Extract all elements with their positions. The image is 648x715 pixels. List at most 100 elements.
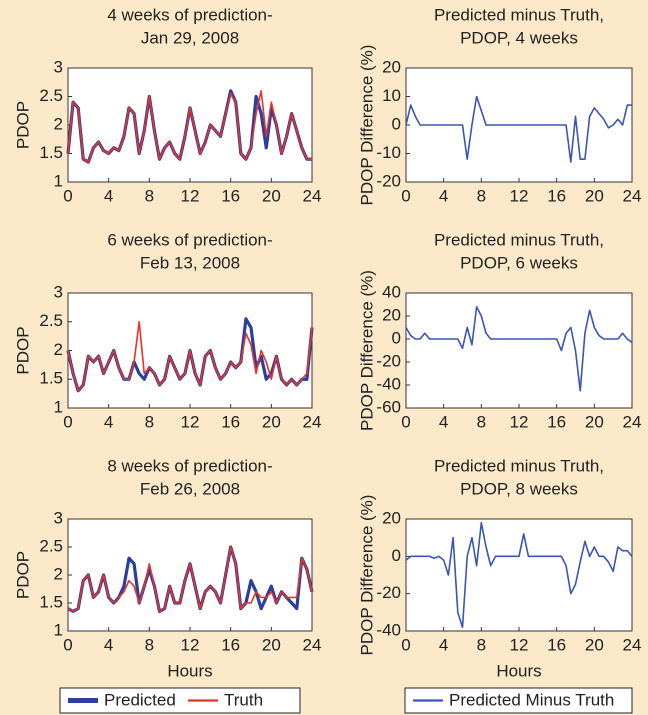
- x-tick-label: 12: [181, 186, 200, 205]
- y-axis-label: PDOP: [13, 326, 32, 374]
- x-tick-label: 20: [585, 186, 604, 205]
- y-tick-label: 40: [382, 282, 401, 301]
- y-tick-label: 3: [54, 57, 63, 76]
- y-tick-label: 3: [54, 508, 63, 527]
- x-tick-label: 8: [477, 635, 486, 654]
- x-tick-label: 8: [145, 186, 154, 205]
- chart-title: Predicted minus Truth,: [434, 456, 604, 475]
- x-axis-label: Hours: [496, 661, 541, 680]
- x-tick-label: 0: [63, 635, 72, 654]
- y-tick-label: 0: [392, 114, 401, 133]
- y-tick-label: 2: [54, 340, 63, 359]
- x-tick-label: 24: [623, 635, 642, 654]
- y-tick-label: -20: [376, 583, 401, 602]
- series-line: [67, 320, 313, 392]
- x-tick-label: 16: [547, 635, 566, 654]
- x-tick-label: 16: [221, 412, 240, 431]
- y-tick-label: 1.5: [39, 143, 63, 162]
- x-tick-label: 8: [477, 186, 486, 205]
- chart-title: 6 weeks of prediction-: [107, 230, 272, 249]
- x-tick-label: 24: [623, 412, 642, 431]
- x-tick-label: 12: [510, 186, 529, 205]
- x-tick-label: 4: [104, 635, 113, 654]
- legend-label: Predicted: [104, 690, 176, 709]
- x-tick-label: 16: [221, 186, 240, 205]
- y-tick-label: 1.5: [39, 592, 63, 611]
- y-tick-label: 20: [382, 508, 401, 527]
- y-axis-label: PDOP Difference (%): [357, 45, 376, 206]
- x-tick-label: 4: [439, 186, 448, 205]
- y-tick-label: 0: [392, 546, 401, 565]
- y-tick-label: 1: [54, 171, 63, 190]
- y-tick-label: 2: [54, 564, 63, 583]
- chart-title: PDOP, 6 weeks: [460, 253, 578, 272]
- x-tick-label: 24: [623, 186, 642, 205]
- y-tick-label: -20: [376, 171, 401, 190]
- chart-title: PDOP, 8 weeks: [460, 479, 578, 498]
- chart-title: 8 weeks of prediction-: [107, 456, 272, 475]
- y-tick-label: 10: [382, 86, 401, 105]
- legend-label: Truth: [224, 690, 263, 709]
- chart-title: 4 weeks of prediction-: [107, 5, 272, 24]
- chart-title: Feb 13, 2008: [140, 253, 240, 272]
- x-tick-label: 4: [439, 635, 448, 654]
- x-tick-label: 20: [262, 186, 281, 205]
- series-line: [405, 95, 632, 163]
- x-tick-label: 12: [510, 412, 529, 431]
- plot-area: [405, 518, 633, 632]
- y-tick-label: 3: [54, 282, 63, 301]
- x-tick-label: 24: [303, 412, 322, 431]
- series-line: [67, 546, 313, 613]
- series-line: [67, 90, 312, 163]
- y-tick-label: 2.5: [39, 536, 63, 555]
- x-tick-label: 24: [303, 635, 322, 654]
- x-tick-label: 8: [145, 635, 154, 654]
- x-tick-label: 4: [104, 412, 113, 431]
- chart-title: Feb 26, 2008: [140, 479, 240, 498]
- x-tick-label: 16: [221, 635, 240, 654]
- y-tick-label: 2: [54, 114, 63, 133]
- y-axis-label: PDOP: [13, 551, 32, 599]
- plot-area: [405, 292, 633, 409]
- chart-title: Predicted minus Truth,: [434, 5, 604, 24]
- x-tick-label: 4: [439, 412, 448, 431]
- y-tick-label: 2.5: [39, 311, 63, 330]
- x-tick-label: 16: [547, 412, 566, 431]
- x-tick-label: 4: [104, 186, 113, 205]
- x-tick-label: 0: [63, 186, 72, 205]
- series-line: [405, 306, 633, 392]
- chart-title: Predicted minus Truth,: [434, 230, 604, 249]
- x-tick-label: 20: [585, 412, 604, 431]
- y-axis-label: PDOP: [13, 101, 32, 149]
- y-tick-label: -20: [376, 351, 401, 370]
- x-tick-label: 8: [145, 412, 154, 431]
- plot-area: [67, 67, 313, 183]
- x-tick-label: 12: [181, 412, 200, 431]
- series-line: [405, 521, 633, 629]
- y-tick-label: -40: [376, 620, 401, 639]
- y-tick-label: 20: [382, 57, 401, 76]
- y-tick-label: 1: [54, 620, 63, 639]
- x-tick-label: 0: [401, 412, 410, 431]
- x-tick-label: 20: [262, 412, 281, 431]
- y-tick-label: 1: [54, 397, 63, 416]
- x-tick-label: 0: [401, 635, 410, 654]
- y-tick-label: 1.5: [39, 369, 63, 388]
- y-tick-label: 0: [392, 328, 401, 347]
- x-tick-label: 20: [262, 635, 281, 654]
- x-axis-label: Hours: [167, 661, 212, 680]
- chart-title: PDOP, 4 weeks: [460, 28, 578, 47]
- plot-area: [67, 518, 313, 632]
- y-tick-label: -10: [376, 143, 401, 162]
- y-tick-label: -40: [376, 374, 401, 393]
- y-axis-label: PDOP Difference (%): [357, 270, 376, 431]
- x-tick-label: 0: [63, 412, 72, 431]
- y-tick-label: 20: [382, 305, 401, 324]
- x-tick-label: 16: [547, 186, 566, 205]
- chart-title: Jan 29, 2008: [141, 28, 239, 47]
- x-tick-label: 8: [477, 412, 486, 431]
- x-tick-label: 20: [585, 635, 604, 654]
- x-tick-label: 0: [401, 186, 410, 205]
- y-tick-label: 2.5: [39, 86, 63, 105]
